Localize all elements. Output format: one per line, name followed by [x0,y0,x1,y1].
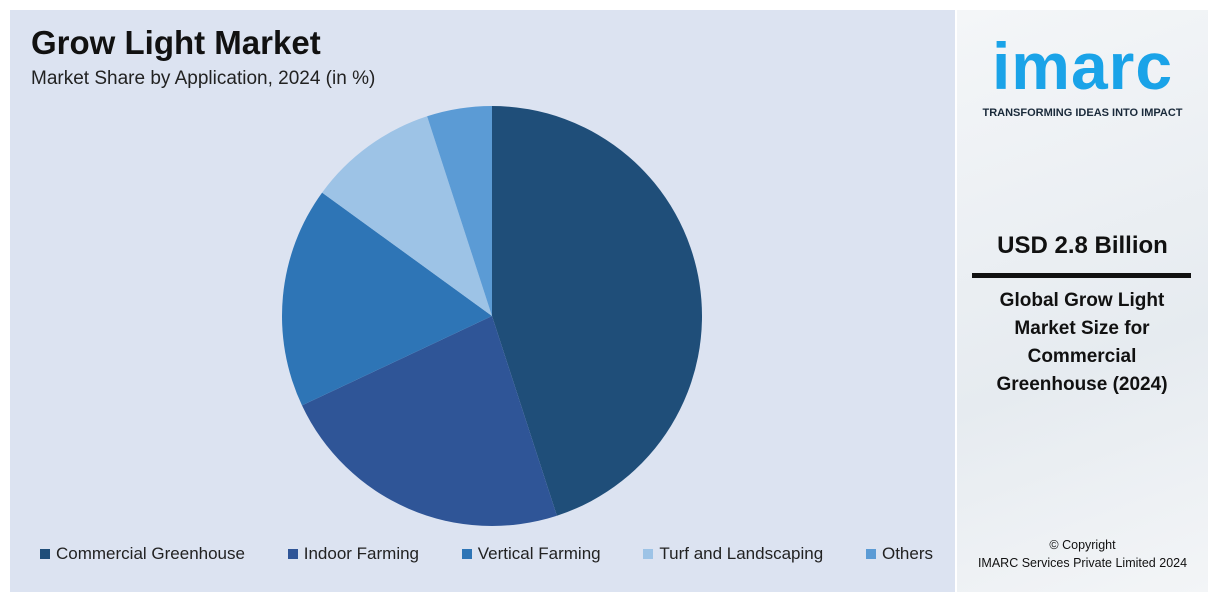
pie-slice [492,106,703,516]
legend-item: Commercial Greenhouse [40,544,245,564]
side-panel: imarc TRANSFORMING IDEAS INTO IMPACT USD… [957,10,1208,592]
legend-item: Indoor Farming [287,544,420,564]
pie-chart [282,106,703,526]
description: Global Grow Light Market Size for Commer… [996,290,1168,395]
pie-slice [282,192,492,406]
legend-item: Turf and Landscaping [643,544,823,564]
copyright: © Copyright IMARC Services Private Limit… [957,536,1208,572]
legend: Commercial Greenhouse Indoor Farming Verti… [40,544,933,564]
pie-slice [322,116,492,316]
legend-swatch [287,549,298,559]
pie-slice [301,316,557,526]
pie-slice [427,106,492,316]
legend-label: Commercial Greenhouse [56,544,245,563]
legend-label: Vertical Farming [477,544,601,563]
legend-label: Others [881,544,933,563]
chart-title: Grow Light Market [31,24,321,61]
legend-swatch [643,549,654,559]
logo: imarc [991,29,1174,103]
tagline: TRANSFORMING IDEAS INTO IMPACT [982,107,1183,119]
legend-item: Vertical Farming [461,544,601,564]
legend-label: Turf and Landscaping [659,544,824,563]
copyright-line: © Copyright [1049,538,1116,552]
legend-item: Others [865,544,933,564]
copyright-line: IMARC Services Private Limited 2024 [977,556,1188,570]
chart-panel: Grow Light Market Market Share by Applic… [10,10,955,592]
legend-swatch [865,549,876,559]
legend-label: Indoor Farming [303,544,420,563]
divider [972,273,1191,278]
legend-swatch [461,549,472,559]
headline-value: USD 2.8 Billion [997,232,1168,259]
legend-swatch [40,549,50,559]
chart-subtitle: Market Share by Application, 2024 (in %) [31,68,376,89]
